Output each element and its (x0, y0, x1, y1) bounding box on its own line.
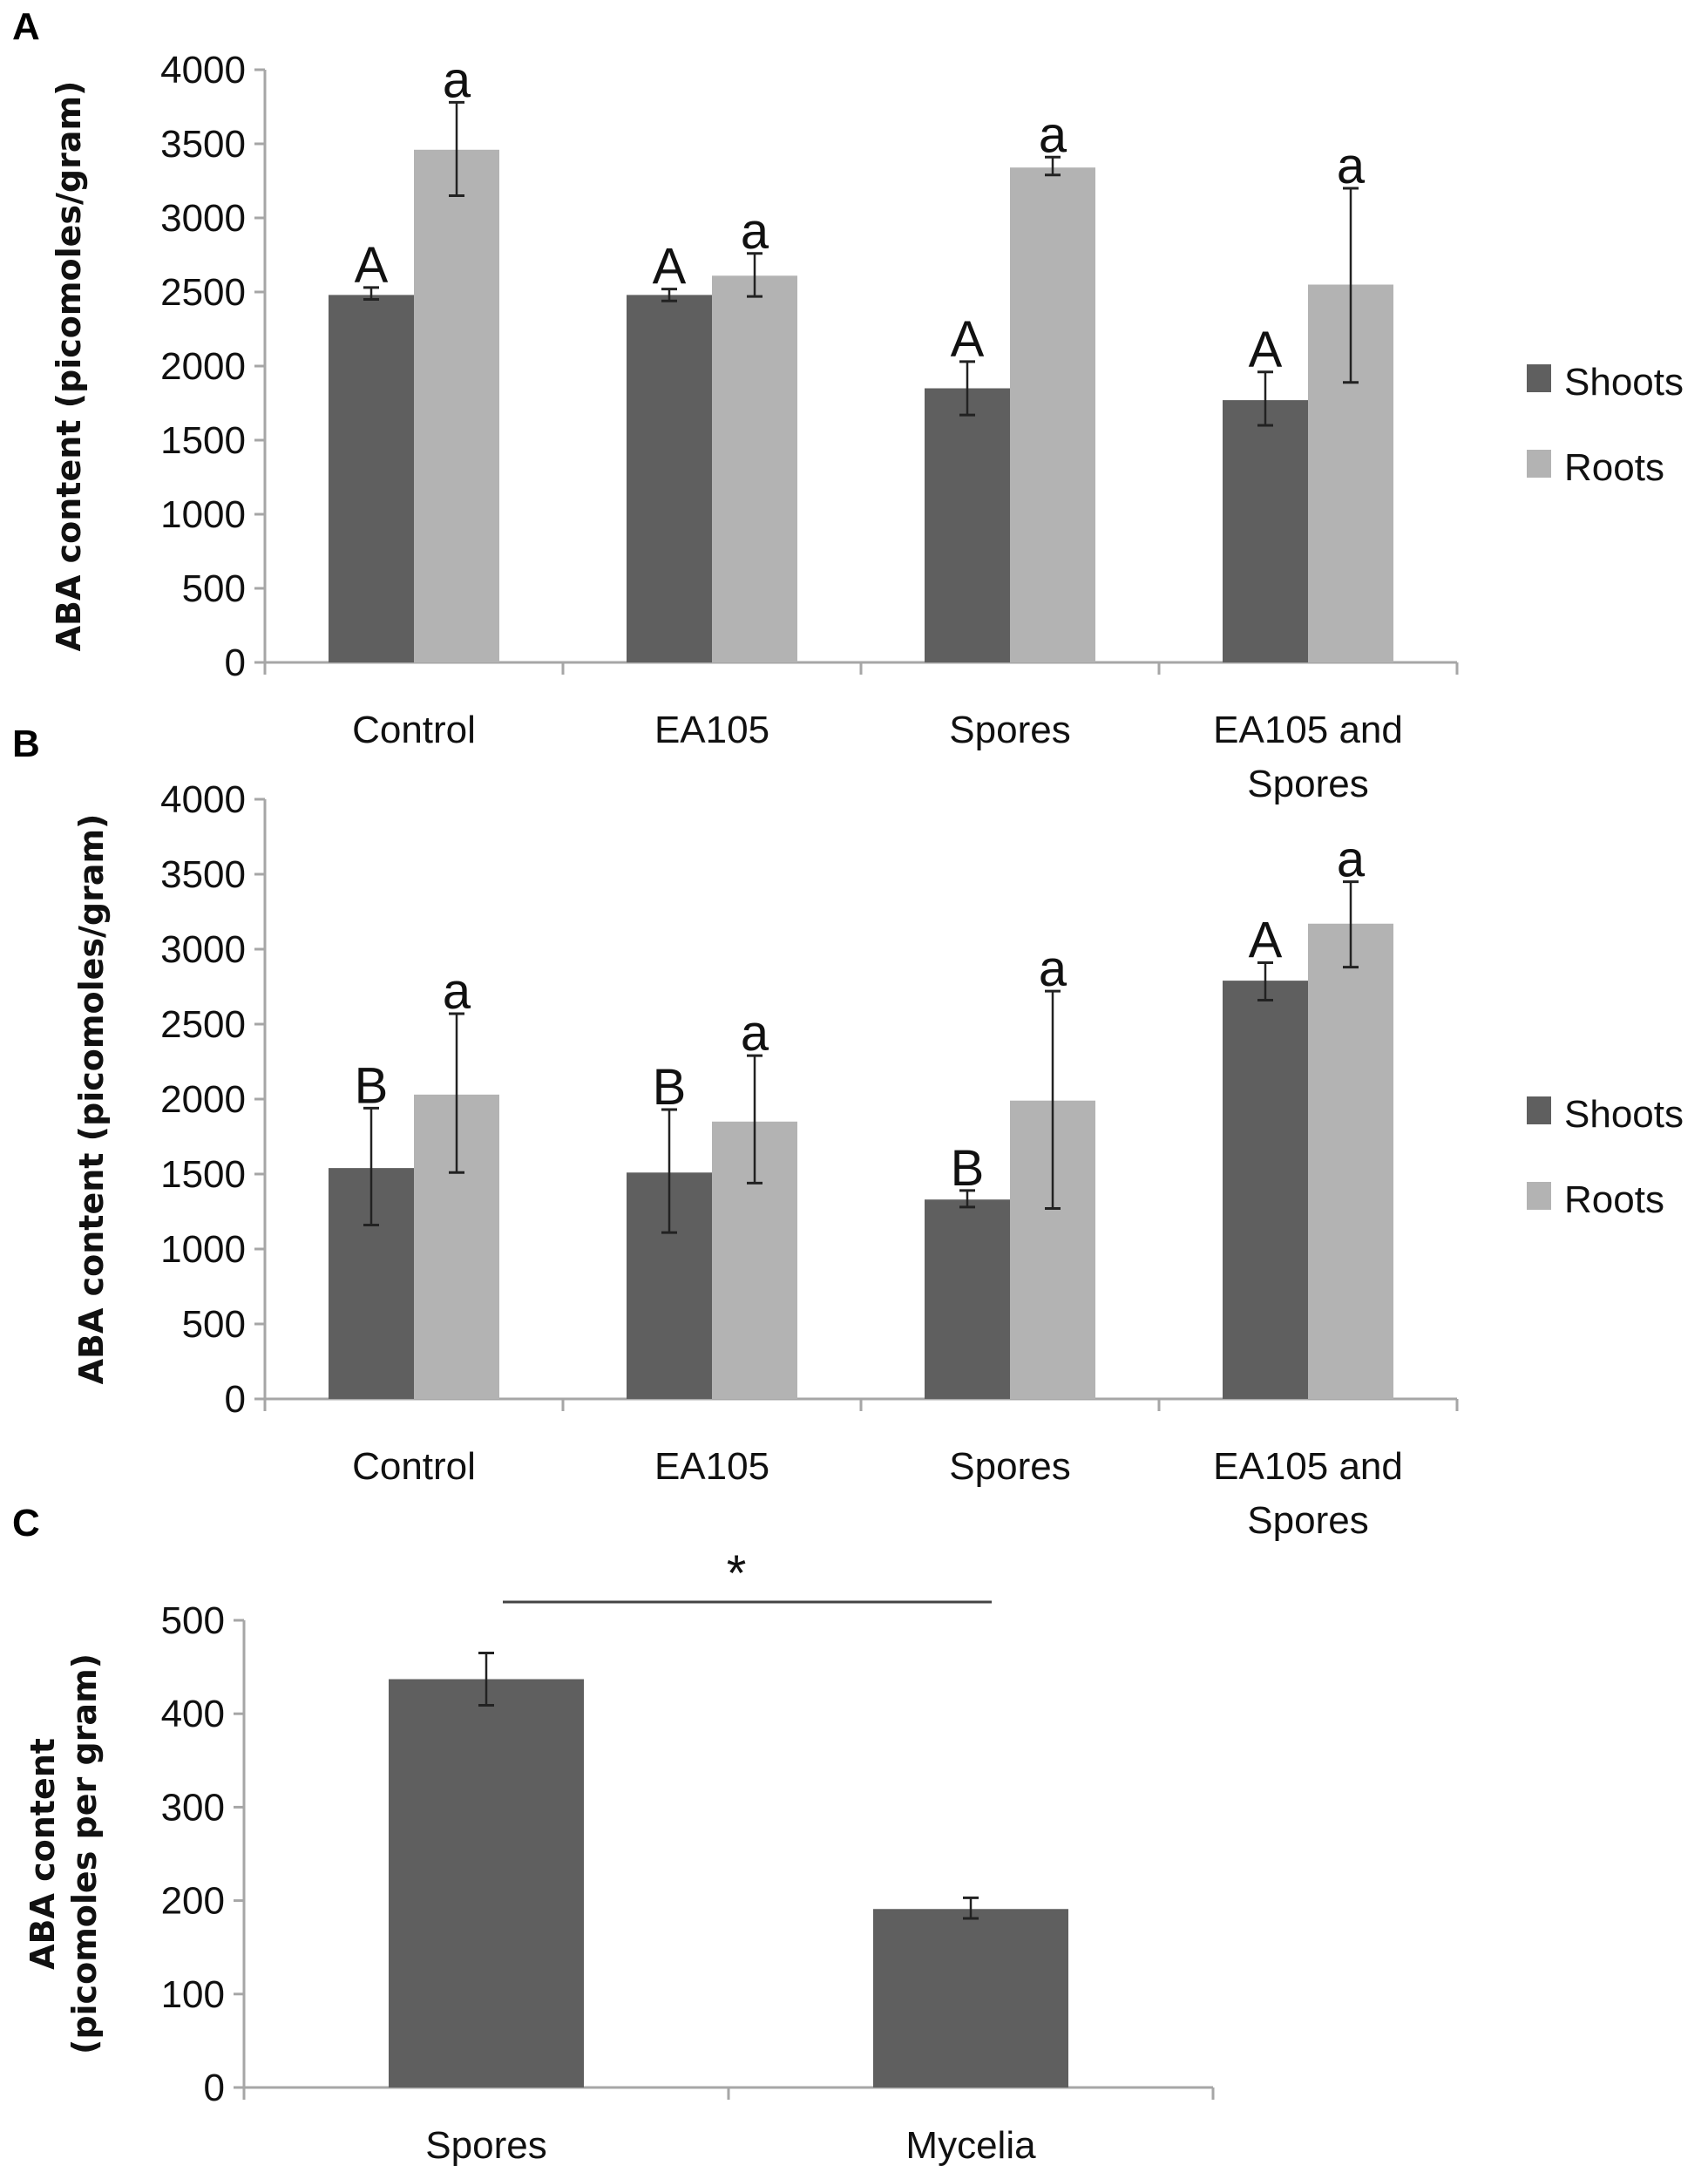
significance-letter: a (443, 963, 471, 1020)
y-tick-label: 1500 (160, 1153, 246, 1196)
y-tick-label: 1500 (160, 419, 246, 462)
significance-letter: B (951, 1140, 985, 1197)
panel-label: C (12, 1502, 40, 1544)
legend-label-shoots: Shoots (1564, 361, 1684, 404)
bar-roots (1010, 167, 1095, 662)
significance-letter: B (653, 1059, 687, 1116)
x-tick-label: Control (352, 1445, 476, 1488)
y-axis-title: ABA content (picomoles/gram) (72, 814, 111, 1385)
y-tick-label: 100 (161, 1973, 225, 2016)
x-tick-label: Spores (1247, 763, 1368, 805)
y-tick-label: 0 (204, 2067, 225, 2109)
significance-letter: a (741, 203, 769, 260)
bar-shoots (925, 1199, 1010, 1399)
y-tick-label: 0 (225, 1378, 246, 1421)
x-tick-label: EA105 (654, 709, 769, 751)
y-axis-title: ABA content (24, 1738, 62, 1970)
y-tick-label: 500 (182, 1303, 246, 1346)
significance-letter: A (951, 311, 985, 368)
bar-roots (1308, 923, 1393, 1399)
y-tick-label: 0 (225, 641, 246, 684)
x-tick-label: EA105 (654, 1445, 769, 1488)
y-tick-label: 3000 (160, 197, 246, 240)
x-tick-label: Mycelia (905, 2124, 1036, 2167)
x-tick-label: Control (352, 709, 476, 751)
legend-swatch-roots (1527, 1182, 1551, 1210)
legend-swatch-shoots (1527, 364, 1551, 392)
y-tick-label: 400 (161, 1693, 225, 1735)
significance-letter: a (443, 51, 471, 108)
y-tick-label: 2000 (160, 345, 246, 388)
bar-shoots (1223, 981, 1308, 1399)
chart-panel-B: B 0 500 1000 1500 2000 2500 3000 3500 4000 Control… (12, 723, 1684, 1542)
y-tick-label: 3000 (160, 928, 246, 971)
y-tick-label: 500 (161, 1599, 225, 1642)
bar-roots (712, 275, 797, 662)
x-tick-label: EA105 and (1213, 1445, 1403, 1488)
chart-panel-C: C 0 100 200 300 400 500 Spores Mycelia ABA conten… (12, 1502, 1215, 2167)
x-tick-label: EA105 and (1213, 709, 1403, 751)
significance-letter: A (653, 239, 687, 295)
bar-shoots (627, 295, 712, 662)
significance-letter: A (1249, 322, 1283, 378)
y-tick-label: 4000 (160, 49, 246, 92)
significance-letter: A (1249, 912, 1283, 968)
y-tick-label: 2000 (160, 1078, 246, 1121)
chart-panel-A: A 0 500 1000 1500 2000 2500 3000 3500 4000 Control… (12, 5, 1684, 805)
y-tick-label: 500 (182, 567, 246, 610)
bar-roots (414, 149, 499, 663)
panel-label: A (12, 5, 40, 48)
legend-swatch-shoots (1527, 1096, 1551, 1124)
x-tick-label: Spores (949, 1445, 1070, 1488)
significance-letter: a (1337, 138, 1366, 194)
y-tick-label: 4000 (160, 778, 246, 821)
bar-shoots (329, 295, 414, 662)
bar-aba (873, 1909, 1068, 2087)
panel-label: B (12, 723, 40, 765)
y-axis-title: ABA content (picomoles/gram) (50, 81, 88, 652)
y-tick-label: 1000 (160, 1228, 246, 1271)
x-tick-label: Spores (1247, 1499, 1368, 1542)
significance-letter: a (1039, 106, 1068, 163)
legend-label-roots: Roots (1564, 1178, 1664, 1221)
significance-letter: a (1039, 940, 1068, 997)
y-tick-label: 2500 (160, 1003, 246, 1046)
significance-letter: a (741, 1005, 769, 1062)
y-tick-label: 3500 (160, 123, 246, 166)
bar-aba (389, 1679, 584, 2087)
x-tick-label: Spores (949, 709, 1070, 751)
legend-swatch-roots (1527, 450, 1551, 478)
y-tick-label: 200 (161, 1880, 225, 1923)
legend-label-roots: Roots (1564, 446, 1664, 489)
y-tick-label: 300 (161, 1786, 225, 1829)
significance-asterisk: * (727, 1545, 747, 1602)
y-tick-label: 1000 (160, 493, 246, 536)
y-tick-label: 2500 (160, 271, 246, 314)
y-axis-title: (picomoles per gram) (65, 1653, 104, 2054)
bar-shoots (925, 388, 1010, 662)
bar-shoots (1223, 400, 1308, 662)
significance-letter: a (1337, 832, 1366, 888)
legend-label-shoots: Shoots (1564, 1093, 1684, 1136)
x-tick-label: Spores (425, 2124, 546, 2167)
y-tick-label: 3500 (160, 853, 246, 896)
significance-letter: B (355, 1057, 389, 1114)
significance-letter: A (355, 237, 389, 294)
